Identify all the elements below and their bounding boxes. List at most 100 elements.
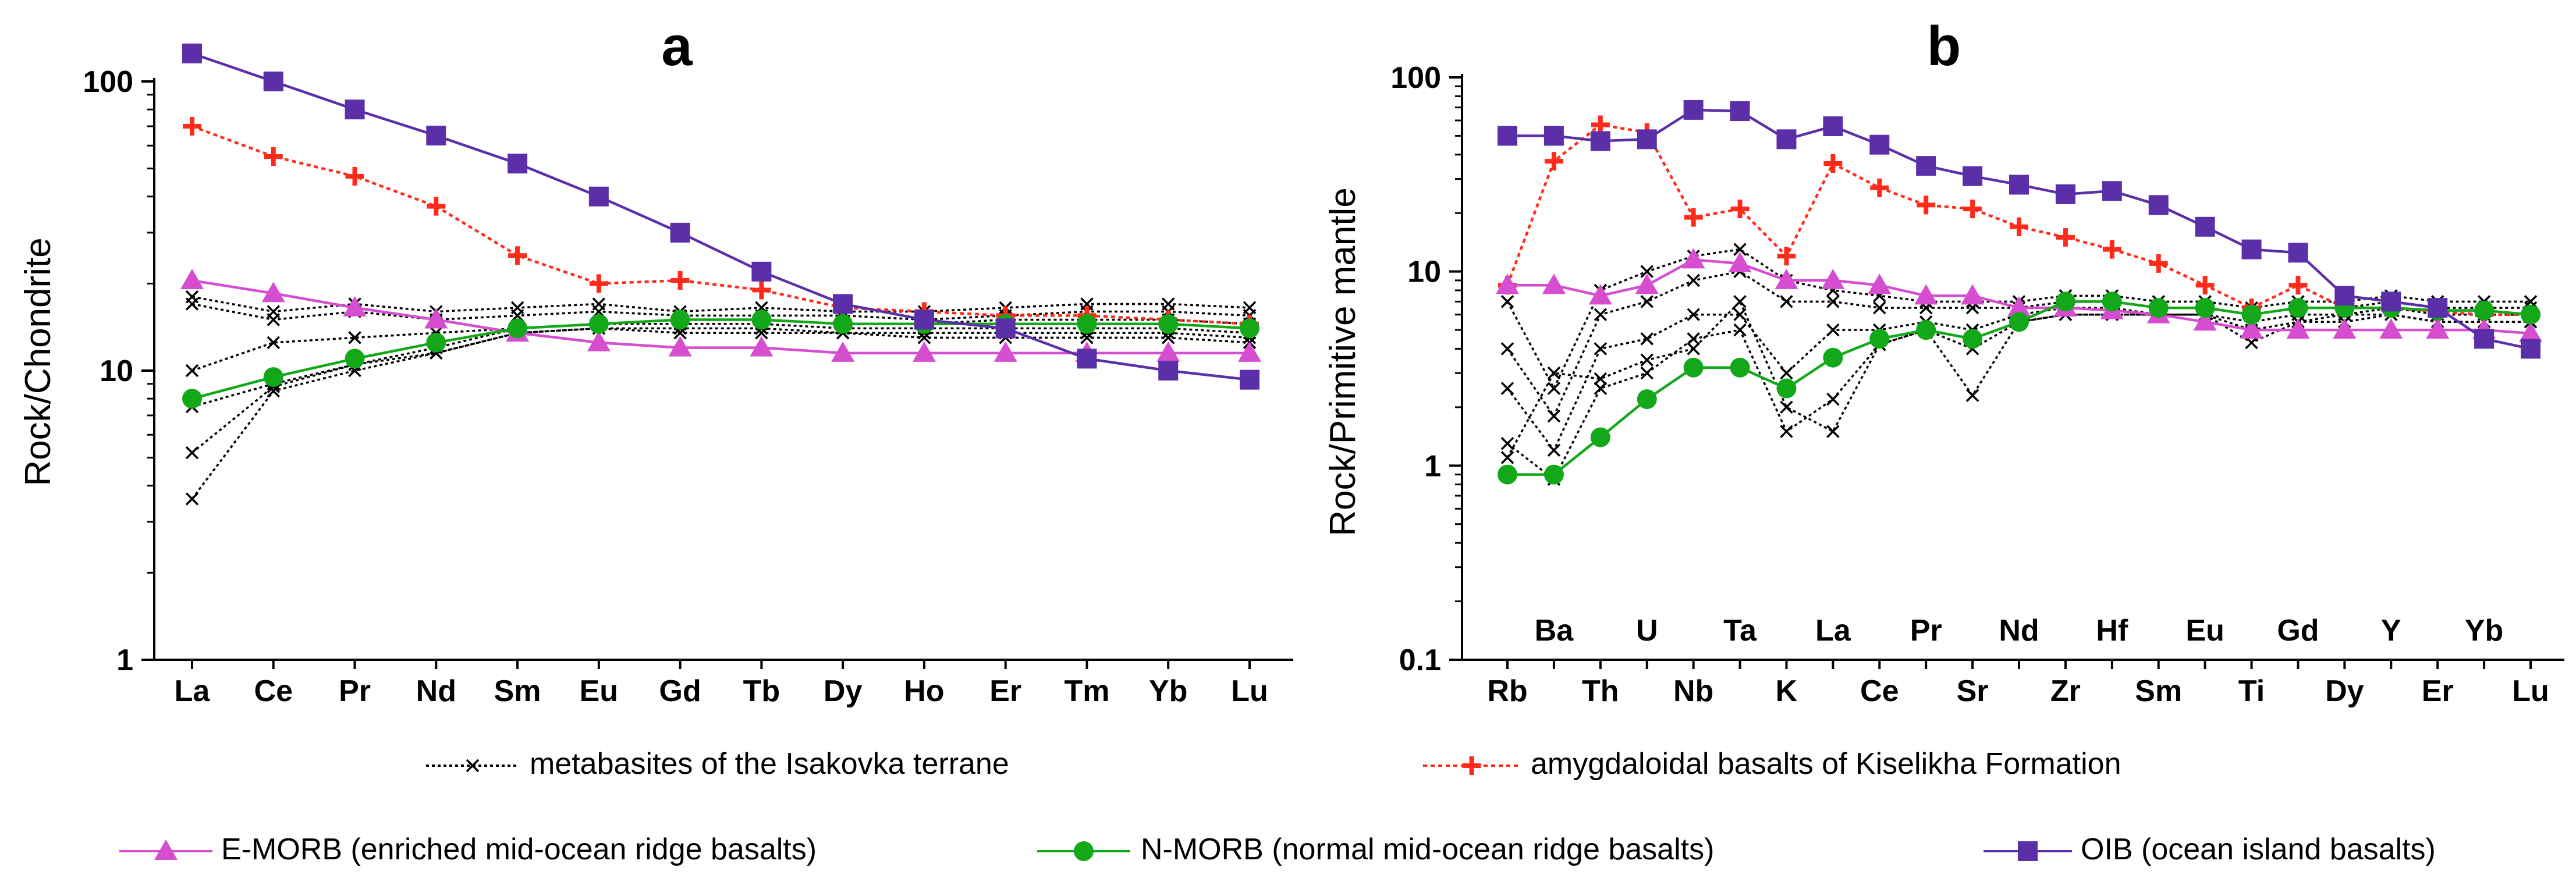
data-point-nmorb: [751, 310, 772, 330]
legend-marker-emorb: [154, 840, 178, 860]
data-point-metabasites: [1547, 409, 1561, 423]
legend-symbol-metabasites: [426, 759, 519, 773]
data-point-amygdaloidal: [752, 280, 771, 300]
data-point-oib: [1544, 126, 1564, 146]
series-metabasites: [1500, 308, 2538, 486]
data-point-amygdaloidal: [2288, 276, 2308, 295]
data-point-oib: [2148, 195, 2169, 215]
data-point-metabasites: [1826, 392, 1840, 406]
data-point-nmorb: [1916, 320, 1936, 340]
data-point-oib: [2521, 339, 2540, 359]
x-tick-label: Ho: [904, 674, 944, 708]
data-point-amygdaloidal: [1917, 195, 1936, 215]
data-point-metabasites: [1780, 366, 1793, 380]
data-point-emorb: [2426, 318, 2450, 339]
data-point-oib: [1963, 166, 1983, 186]
series-line-metabasites: [191, 303, 1250, 321]
data-point-oib: [182, 43, 202, 63]
data-point-nmorb: [2148, 298, 2169, 318]
data-point-emorb: [180, 269, 204, 290]
data-point-metabasites: [1547, 382, 1561, 395]
legend-item-metabasites: metabasites of the Isakovka terrane: [426, 747, 1009, 781]
data-point-emorb: [587, 330, 611, 351]
data-point-metabasites: [1826, 425, 1840, 438]
legend-symbol-oib: [1984, 841, 2072, 861]
data-point-oib: [508, 154, 528, 174]
data-point-nmorb: [1683, 357, 1704, 378]
data-point-nmorb: [1776, 378, 1797, 399]
data-point-metabasites: [1873, 301, 1886, 315]
data-point-metabasites: [1687, 332, 1700, 346]
data-point-metabasites: [185, 492, 199, 506]
x-tick-label: La: [175, 674, 211, 708]
data-point-emorb: [2519, 322, 2542, 343]
x-tick-label: Sm: [494, 674, 541, 708]
data-point-metabasites: [267, 336, 281, 350]
data-point-nmorb: [670, 310, 690, 330]
panel-a-tick-labels: 1 10 100 La Ce Pr Nd Sm Eu Gd Tb Dy Ho Er Tm Yb Lu: [83, 65, 1268, 708]
data-point-oib: [670, 222, 690, 243]
data-point-amygdaloidal: [345, 166, 364, 186]
data-point-emorb: [2240, 318, 2263, 339]
legend: metabasites of the Isakovka terrane amyg…: [119, 747, 2436, 866]
data-point-metabasites: [185, 446, 199, 460]
series-line-metabasites: [191, 296, 1250, 313]
data-point-oib: [1823, 116, 1843, 137]
series-line-amygdaloidal: [191, 125, 1250, 326]
series-amygdaloidal: [183, 116, 1259, 333]
data-point-nmorb: [1158, 314, 1179, 334]
x-tick-label: K: [1776, 674, 1798, 708]
panel-b-axes: [1449, 74, 2564, 669]
data-point-metabasites: [1733, 295, 1747, 308]
data-point-metabasites: [1687, 308, 1700, 321]
data-point-emorb: [1238, 341, 1261, 362]
x-tick-label: Nb: [1673, 674, 1713, 708]
legend-marker-amygdaloidal: [1462, 756, 1481, 775]
panel-a-y-axis-title: Rock/Chondrite: [18, 237, 58, 486]
data-point-nmorb: [2288, 298, 2308, 318]
data-point-oib: [2009, 175, 2029, 195]
data-point-nmorb: [263, 367, 283, 387]
data-point-nmorb: [345, 349, 365, 369]
data-point-oib: [1240, 369, 1259, 390]
data-point-nmorb: [2474, 300, 2495, 321]
x-tick-label: Dy: [824, 674, 863, 708]
data-point-metabasites: [1733, 323, 1747, 337]
y-tick-label: 10: [100, 354, 133, 388]
y-tick-label: 100: [1390, 61, 1441, 95]
data-point-metabasites: [1500, 451, 1514, 464]
data-point-oib: [2102, 181, 2122, 201]
x-tick-label: Y: [2381, 614, 2401, 648]
data-point-metabasites: [1687, 273, 1700, 287]
data-point-metabasites: [1500, 295, 1514, 308]
series-line-nmorb: [191, 318, 1250, 400]
data-point-amygdaloidal: [1823, 154, 1843, 173]
data-point-oib: [1637, 129, 1657, 150]
data-point-metabasites: [2524, 295, 2538, 308]
data-point-amygdaloidal: [670, 271, 690, 290]
x-tick-label: Zr: [2050, 674, 2081, 708]
data-point-emorb: [1868, 273, 1892, 294]
data-point-metabasites: [1547, 366, 1561, 380]
data-point-oib: [588, 186, 609, 207]
data-point-metabasites: [267, 384, 281, 398]
x-tick-label: Ce: [1860, 674, 1899, 708]
data-point-metabasites: [1594, 308, 1608, 321]
data-point-amygdaloidal: [2102, 240, 2121, 259]
y-tick-label: 1: [116, 643, 133, 677]
legend-item-emorb: E-MORB (enriched mid-ocean ridge basalts…: [119, 833, 817, 866]
x-tick-label: Hf: [2096, 614, 2128, 648]
panel-a-axes: [141, 78, 1293, 669]
legend-symbol-emorb: [119, 840, 212, 860]
data-point-emorb: [1728, 251, 1752, 272]
data-point-amygdaloidal: [589, 274, 608, 293]
legend-label-emorb: E-MORB (enriched mid-ocean ridge basalts…: [221, 833, 817, 866]
data-point-nmorb: [833, 314, 853, 334]
data-point-emorb: [343, 296, 367, 317]
data-point-metabasites: [1640, 295, 1654, 308]
x-tick-label: Pr: [1910, 614, 1942, 648]
y-tick-label: 0.1: [1399, 643, 1441, 677]
data-point-metabasites: [1826, 323, 1840, 337]
data-point-oib: [1776, 129, 1797, 150]
data-point-metabasites: [1733, 308, 1747, 321]
